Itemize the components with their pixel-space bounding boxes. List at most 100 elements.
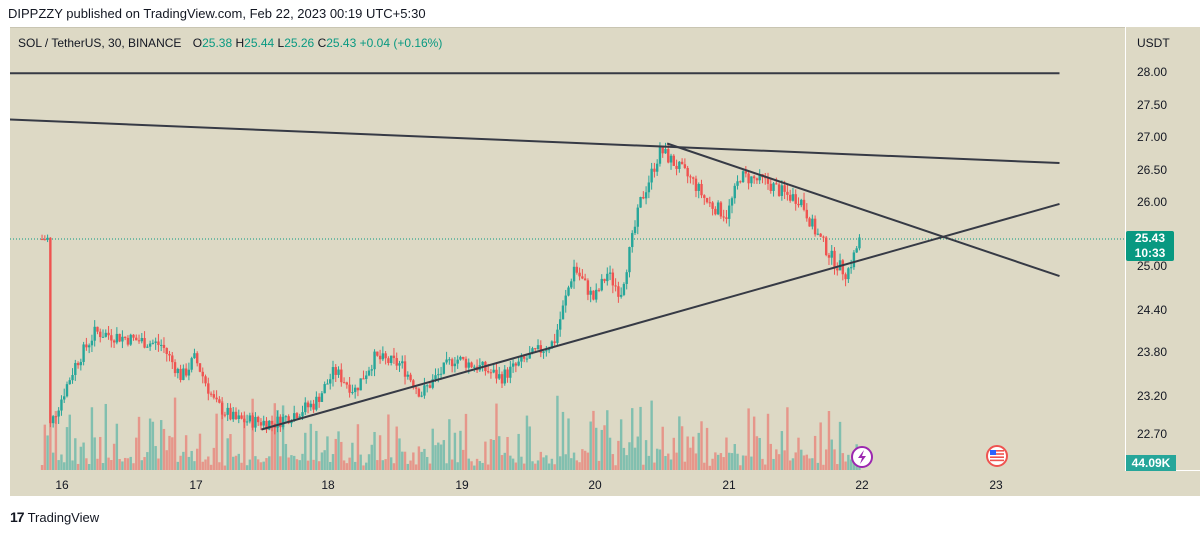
candle-body bbox=[301, 412, 304, 417]
candle-body bbox=[583, 278, 587, 281]
volume-bar bbox=[841, 453, 845, 470]
date-tick-label: 16 bbox=[55, 478, 69, 492]
candle-body bbox=[165, 347, 168, 354]
candle-body bbox=[295, 413, 299, 419]
candle-body bbox=[489, 372, 493, 374]
candle-body bbox=[168, 353, 171, 356]
volume-bar bbox=[824, 449, 828, 470]
volume-bar bbox=[74, 438, 77, 470]
volume-bar bbox=[367, 454, 371, 470]
volume-bar bbox=[93, 437, 96, 470]
volume-bar bbox=[112, 443, 116, 470]
candle-body bbox=[791, 194, 795, 201]
candle-body bbox=[503, 369, 506, 384]
candle-body bbox=[708, 202, 712, 204]
volume-bar bbox=[115, 423, 119, 470]
volume-bar bbox=[362, 465, 365, 470]
candle-body bbox=[858, 237, 861, 249]
candle-body bbox=[326, 383, 329, 385]
price-tick-label: 28.00 bbox=[1137, 65, 1168, 79]
trendline[interactable] bbox=[261, 202, 1060, 431]
candle-body bbox=[132, 334, 135, 338]
chart-pane[interactable] bbox=[10, 27, 1125, 471]
candle-body bbox=[750, 176, 753, 184]
candle-body bbox=[99, 331, 102, 338]
volume-bar bbox=[500, 455, 504, 470]
close-label: C bbox=[317, 36, 327, 50]
trendline[interactable] bbox=[9, 118, 1060, 164]
volume-bar bbox=[631, 408, 634, 470]
footer-brand[interactable]: 17 TradingView bbox=[10, 509, 99, 525]
candle-body bbox=[101, 336, 105, 338]
volume-bar bbox=[547, 463, 551, 470]
volume-bar bbox=[259, 462, 263, 470]
volume-bar bbox=[783, 450, 786, 470]
candle-body bbox=[232, 411, 235, 420]
volume-bar bbox=[550, 458, 554, 470]
candle-body bbox=[553, 341, 556, 343]
candle-body bbox=[96, 326, 99, 332]
candle-body bbox=[126, 337, 130, 345]
candle-body bbox=[539, 345, 542, 353]
volume-bar bbox=[822, 464, 825, 470]
date-tick-label: 18 bbox=[321, 478, 335, 492]
candle-body bbox=[805, 209, 808, 219]
volume-bar bbox=[182, 451, 185, 470]
lightning-event-icon[interactable] bbox=[851, 446, 873, 468]
candle-body bbox=[218, 399, 221, 403]
volume-bar bbox=[484, 441, 487, 470]
volume-bar bbox=[215, 413, 218, 470]
candle-body bbox=[154, 341, 157, 343]
date-tick-label: 19 bbox=[455, 478, 469, 492]
candle-body bbox=[151, 342, 155, 344]
candle-body bbox=[703, 195, 706, 198]
volume-bar bbox=[417, 446, 421, 470]
volume-bar bbox=[204, 459, 207, 470]
volume-bar bbox=[409, 460, 412, 470]
volume-bar bbox=[520, 456, 523, 470]
candle-body bbox=[110, 335, 113, 341]
volume-bar bbox=[514, 462, 518, 470]
candle-body bbox=[464, 358, 468, 368]
volume-bar bbox=[545, 455, 548, 470]
volume-bar bbox=[711, 458, 714, 470]
volume-bar bbox=[827, 410, 831, 470]
volume-bar bbox=[586, 452, 590, 470]
volume-bar bbox=[298, 460, 301, 470]
low-label: L bbox=[277, 36, 285, 50]
candle-body bbox=[775, 183, 778, 185]
candle-body bbox=[852, 252, 856, 268]
trendline[interactable] bbox=[666, 142, 1060, 278]
volume-bar bbox=[728, 452, 731, 470]
candle-body bbox=[237, 415, 240, 420]
volume-bar bbox=[525, 415, 529, 470]
candle-body bbox=[733, 185, 736, 199]
candle-body bbox=[428, 385, 432, 388]
us-flag-event-icon[interactable] bbox=[986, 445, 1008, 467]
volume-bar bbox=[356, 424, 360, 470]
volume-bar bbox=[365, 462, 368, 470]
volume-bar bbox=[459, 430, 462, 470]
candle-body bbox=[788, 194, 792, 201]
candle-body bbox=[240, 415, 243, 419]
volume-bar bbox=[126, 458, 130, 470]
candle-body bbox=[392, 355, 396, 359]
volume-bar bbox=[276, 409, 279, 470]
volume-bar bbox=[190, 450, 193, 470]
volume-bar bbox=[376, 460, 379, 470]
volume-bar bbox=[71, 460, 74, 470]
candle-body bbox=[522, 356, 526, 359]
volume-bar bbox=[838, 421, 842, 470]
candle-body bbox=[71, 375, 74, 381]
volume-bar bbox=[614, 465, 617, 470]
candle-body bbox=[437, 374, 440, 376]
time-scale[interactable] bbox=[10, 471, 1200, 496]
candle-body bbox=[395, 358, 398, 366]
volume-bar bbox=[223, 465, 227, 470]
candle-body bbox=[534, 348, 537, 350]
candle-body bbox=[209, 393, 213, 395]
candle-body bbox=[187, 369, 191, 376]
candle-body bbox=[204, 376, 207, 384]
volume-bar bbox=[722, 457, 725, 470]
